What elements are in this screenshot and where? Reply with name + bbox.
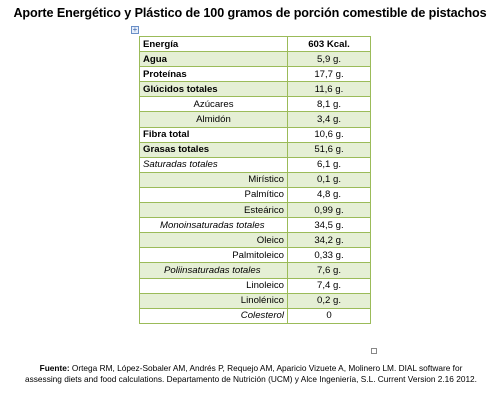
row-value: 0,1 g. [287,171,371,188]
row-value: 7,4 g. [287,277,371,294]
row-value: 0,33 g. [287,247,371,264]
row-value: 6,1 g. [287,156,371,173]
row-value: 10,6 g. [287,126,371,143]
table-row: Colesterol 0 [139,307,371,324]
table-row: Agua 5,9 g. [139,51,371,68]
row-value: 11,6 g. [287,81,371,98]
table-row: Oleico 34,2 g. [139,232,371,249]
table-row: Almidón 3,4 g. [139,111,371,128]
row-value: 51,6 g. [287,141,371,158]
row-label: Almidón [139,111,288,128]
table-row: Monoinsaturadas totales 34,5 g. [139,217,371,234]
table-row: Fibra total 10,6 g. [139,126,371,143]
page-title: Aporte Energético y Plástico de 100 gram… [13,6,487,20]
table-row: Poliinsaturadas totales 7,6 g. [139,262,371,279]
table-row: Grasas totales 51,6 g. [139,141,371,158]
row-label: Fibra total [139,126,288,143]
table-row: Glúcidos totales 11,6 g. [139,81,371,98]
row-label: Linolénico [139,292,288,309]
source-text: Ortega RM, López-Sobaler AM, Andrés P, R… [25,363,477,384]
row-label: Glúcidos totales [139,81,288,98]
row-value: 34,5 g. [287,217,371,234]
table-row: Azúcares 8,1 g. [139,96,371,113]
row-label: Monoinsaturadas totales [139,217,288,234]
table-resize-handle[interactable] [371,348,377,354]
nutrition-table: Energía 603 Kcal. Agua 5,9 g. Proteínas … [139,35,371,324]
row-label: Oleico [139,232,288,249]
table-row: Mirístico 0,1 g. [139,171,371,188]
row-value: 0,2 g. [287,292,371,309]
row-value: 34,2 g. [287,232,371,249]
row-value: 17,7 g. [287,66,371,83]
row-label: Agua [139,51,288,68]
table-row: Linoleico 7,4 g. [139,277,371,294]
row-label: Grasas totales [139,141,288,158]
table-row: Energía 603 Kcal. [139,35,371,53]
row-value: 603 Kcal. [287,35,371,53]
row-value: 0 [287,307,371,324]
table-row: Esteárico 0,99 g. [139,202,371,219]
source-label: Fuente: [39,363,70,373]
row-value: 3,4 g. [287,111,371,128]
row-label: Proteínas [139,66,288,83]
row-label: Palmítico [139,186,288,204]
row-label: Energía [139,35,288,53]
row-value: 0,99 g. [287,202,371,219]
row-label: Esteárico [139,202,288,219]
row-label: Saturadas totales [139,156,288,173]
row-value: 7,6 g. [287,262,371,279]
row-label: Mirístico [139,171,288,188]
row-label: Colesterol [139,307,288,324]
row-value: 4,8 g. [287,186,371,204]
table-row: Palmitoleico 0,33 g. [139,247,371,264]
table-row: Saturadas totales 6,1 g. [139,156,371,173]
table-row: Linolénico 0,2 g. [139,292,371,309]
table-row: Proteínas 17,7 g. [139,66,371,83]
row-label: Palmitoleico [139,247,288,264]
row-value: 5,9 g. [287,51,371,68]
row-label: Poliinsaturadas totales [139,262,288,279]
row-label: Azúcares [139,96,288,113]
table-row: Palmítico 4,8 g. [139,186,371,204]
table-move-handle-icon[interactable]: + [131,25,139,34]
row-label: Linoleico [139,277,288,294]
row-value: 8,1 g. [287,96,371,113]
source-note: Fuente: Ortega RM, López-Sobaler AM, And… [22,363,480,385]
